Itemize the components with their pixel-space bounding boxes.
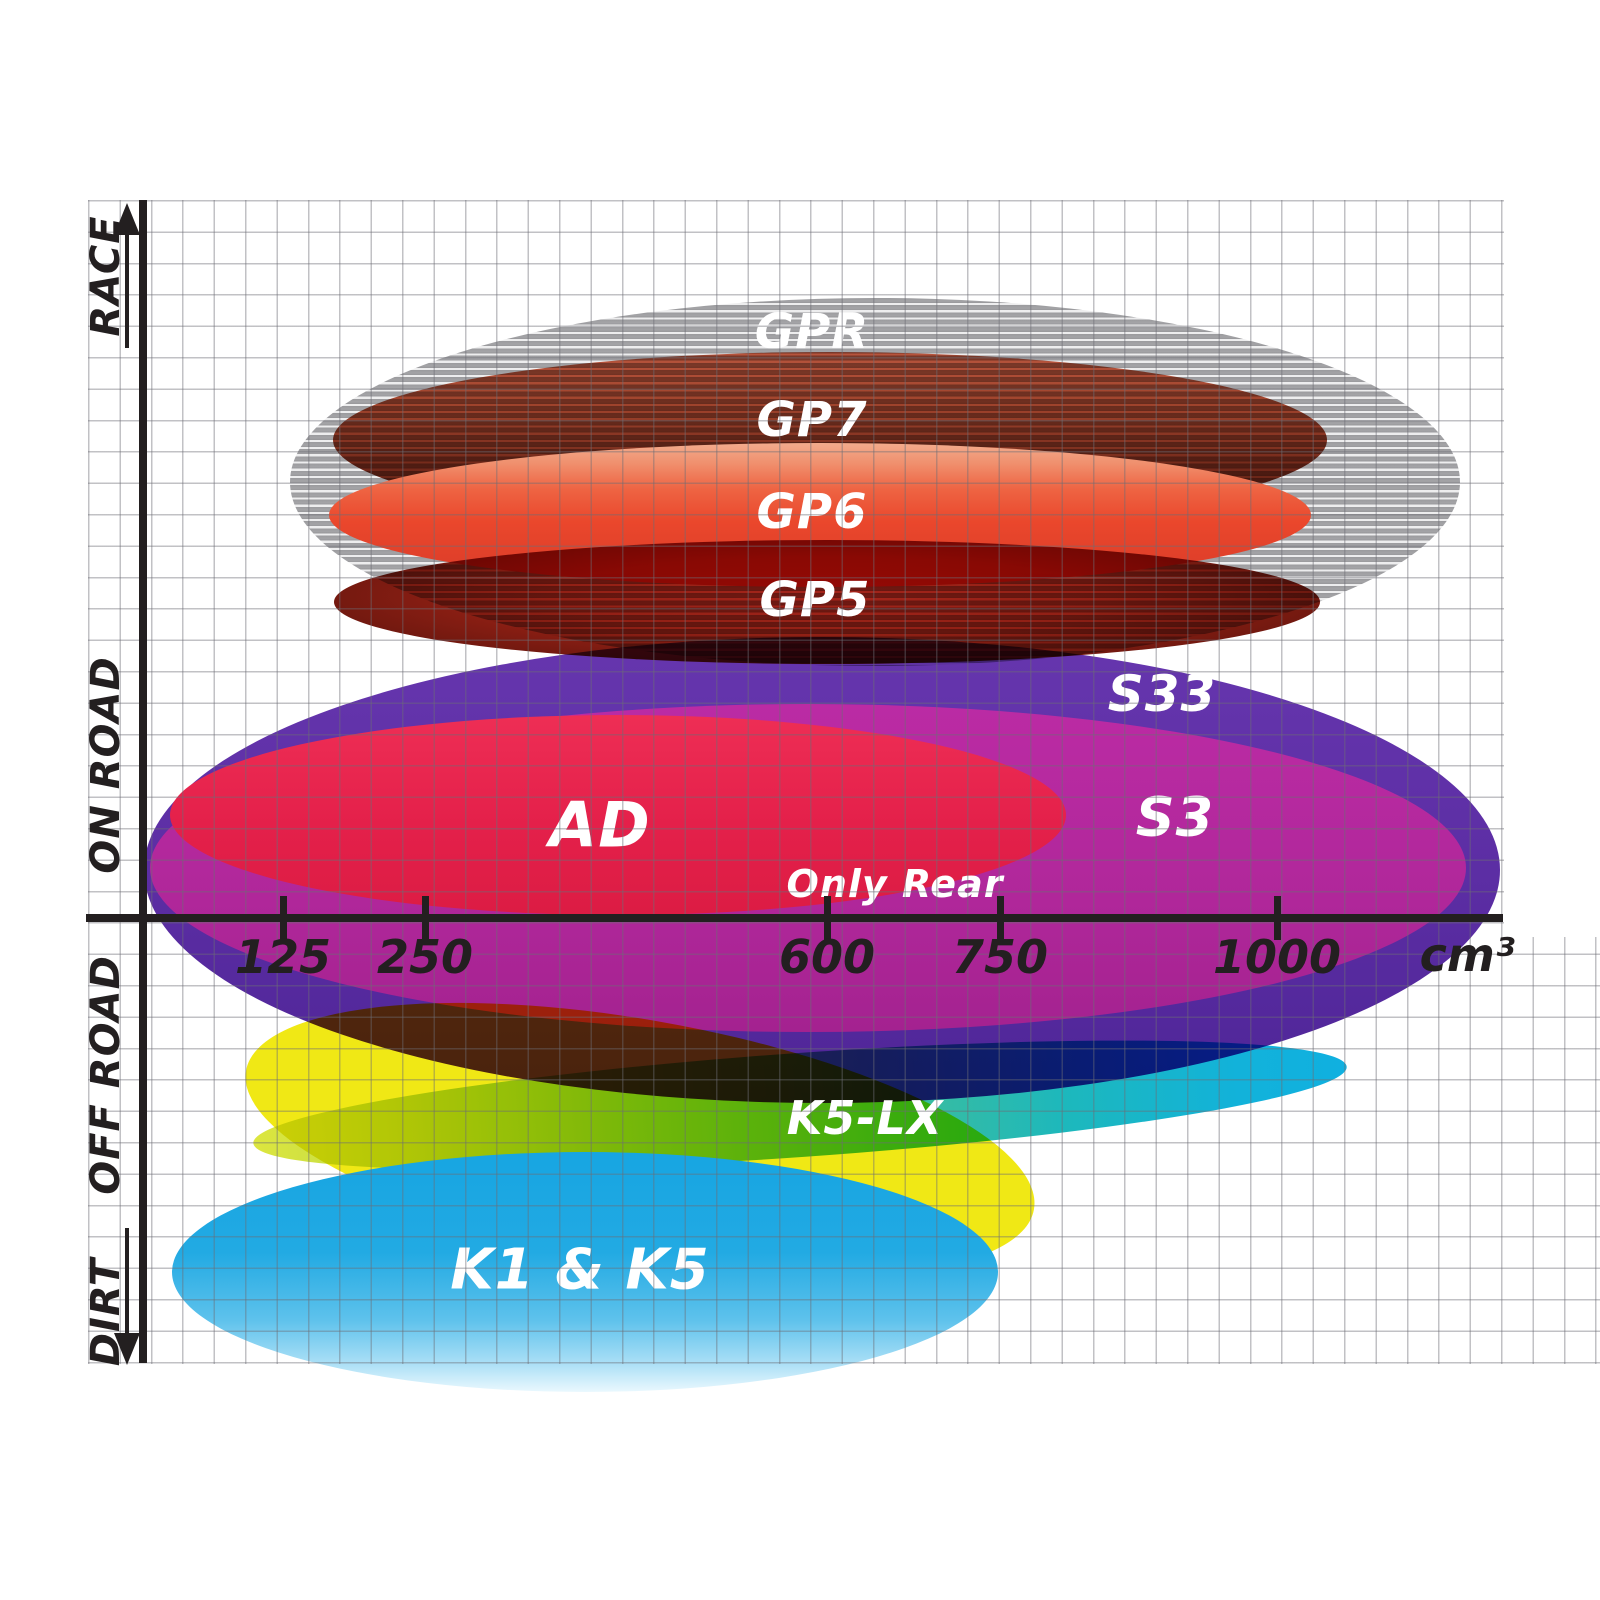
label-gp5: GP5	[759, 572, 871, 628]
grid-mask	[1504, 195, 1600, 937]
y-axis-line	[139, 200, 147, 1363]
x-tick-label-250: 250	[376, 930, 474, 984]
label-s3: S3	[1135, 785, 1215, 849]
x-tick-750	[997, 896, 1004, 940]
label-k1k5: K1 & K5	[450, 1237, 710, 1303]
y-band-label-dirt: DIRT	[83, 1257, 129, 1367]
x-tick-label-1000: 1000	[1212, 930, 1342, 984]
x-tick-label-125: 125	[234, 930, 332, 984]
x-tick-250	[422, 896, 429, 940]
label-k5lx: K5-LX	[786, 1091, 944, 1145]
y-band-label-on-road: ON ROAD	[83, 656, 129, 874]
ellipse-ad	[170, 715, 1066, 915]
y-arrow-head-down-icon	[114, 1333, 140, 1365]
y-arrow-head-up-icon	[114, 203, 140, 235]
label-gpr: GPR	[754, 304, 870, 360]
label-s33: S33	[1107, 665, 1217, 723]
x-tick-125	[280, 896, 287, 940]
x-tick-1000	[1274, 896, 1281, 940]
label-gp6: GP6	[756, 484, 868, 540]
y-band-label-off-road: OFF ROAD	[83, 955, 129, 1195]
y-arrow-line-down	[125, 1228, 129, 1337]
x-axis-line	[86, 914, 1503, 922]
y-arrow-line-up	[125, 231, 129, 348]
label-ad-1: Only Rear	[786, 862, 1004, 906]
x-tick-label-750: 750	[951, 930, 1049, 984]
label-ad: AD	[549, 788, 651, 862]
label-gp7: GP7	[756, 392, 868, 448]
x-axis-unit-label: cm³	[1419, 928, 1515, 982]
x-tick-label-600: 600	[778, 930, 876, 984]
y-band-label-race: RACE	[83, 215, 129, 337]
ellipse-k1k5	[172, 1152, 998, 1392]
x-tick-600	[824, 896, 831, 940]
